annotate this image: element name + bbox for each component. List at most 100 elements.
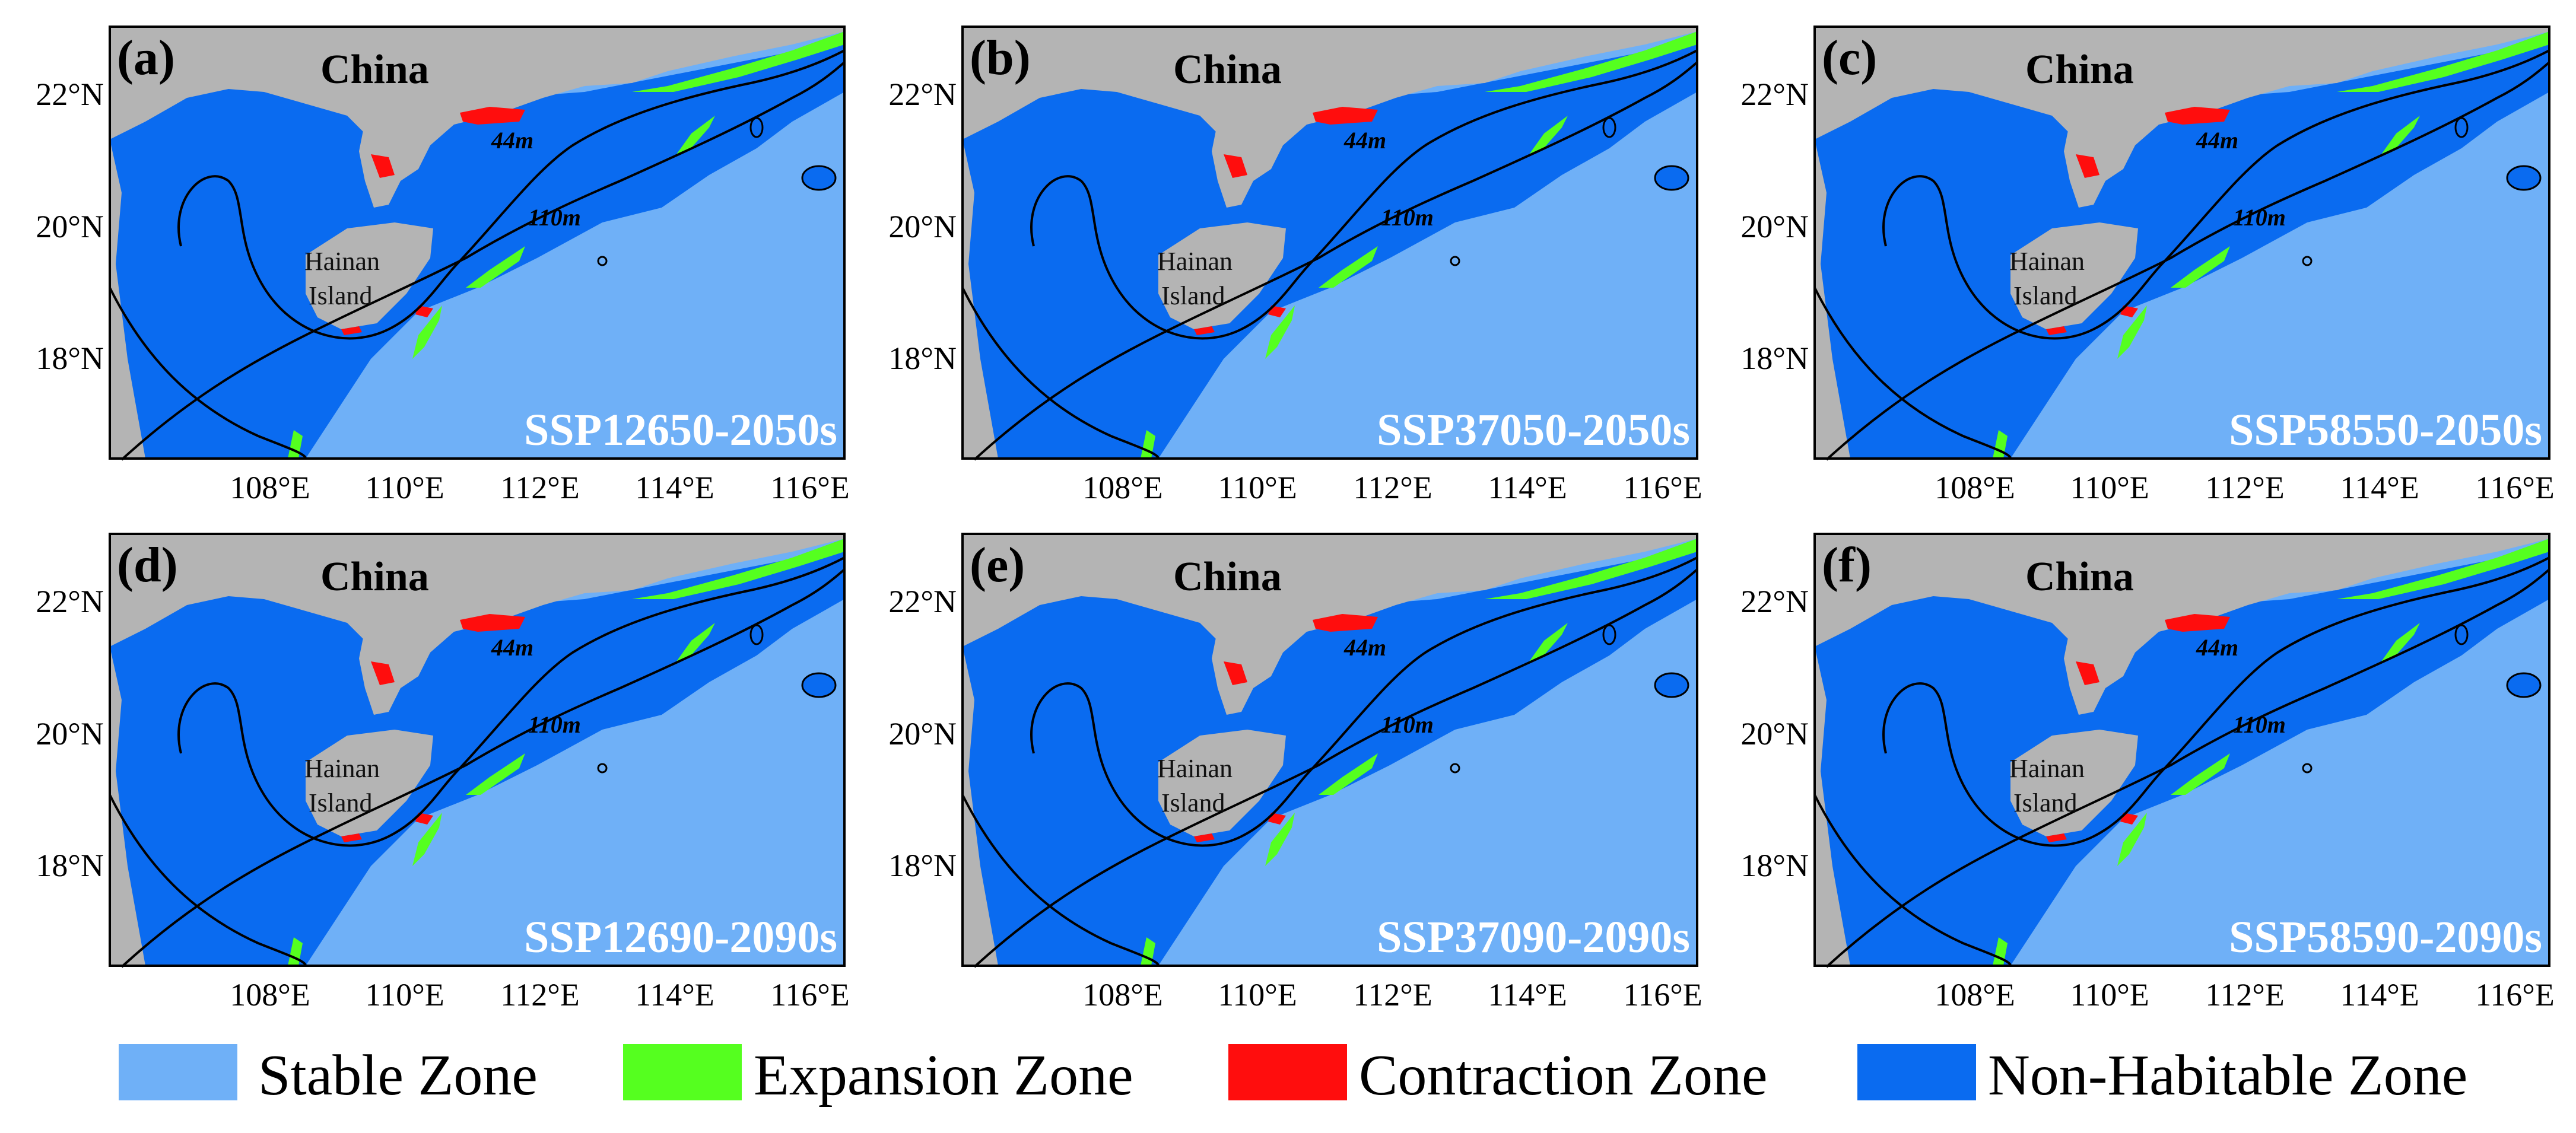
lon-tick: 114°E [635, 470, 714, 505]
lon-tick: 116°E [1623, 977, 1702, 1013]
lat-tick: 20°N [1740, 209, 1809, 244]
lon-tick: 108°E [1082, 470, 1163, 505]
lon-tick: 110°E [2070, 977, 2149, 1013]
island-label-line2: Island [1161, 788, 1225, 817]
legend-label-expansion: Expansion Zone [754, 1043, 1133, 1107]
contour-label-110m: 110m [1381, 711, 1434, 738]
lat-tick: 22°N [888, 77, 957, 112]
legend-label-stable: Stable Zone [258, 1043, 538, 1107]
lon-axis-row2-col1: 108°E 110°E 112°E 114°E 116°E [230, 977, 850, 1013]
legend-swatch-non-habitable [1857, 1044, 1976, 1100]
lat-tick: 18°N [36, 848, 104, 883]
country-label: China [1173, 554, 1282, 600]
island-label-line1: Hainan [304, 754, 380, 783]
contour-label-110m: 110m [1381, 204, 1434, 231]
lat-tick: 18°N [888, 340, 957, 376]
lat-axis-row1-col1: 22°N 20°N 18°N [36, 77, 104, 376]
contour-label-110m: 110m [2233, 204, 2286, 231]
country-label: China [1173, 47, 1282, 93]
lon-tick: 116°E [2475, 470, 2555, 505]
island-label-line2: Island [309, 788, 373, 817]
lat-tick: 20°N [1740, 716, 1809, 752]
contour-label-44m: 44m [2196, 634, 2238, 661]
island-label-line1: Hainan [2009, 247, 2085, 276]
lon-tick: 112°E [1353, 977, 1432, 1013]
lat-tick: 18°N [36, 340, 104, 376]
lat-tick: 22°N [1740, 584, 1809, 619]
lat-axis-row1-col2: 22°N 20°N 18°N [888, 77, 957, 376]
panel-letter: (f) [1822, 537, 1872, 593]
lon-tick: 108°E [230, 470, 310, 505]
lon-tick: 114°E [2340, 470, 2419, 505]
island-label-line1: Hainan [2009, 754, 2085, 783]
lon-tick: 108°E [1935, 470, 2015, 505]
island-label-line1: Hainan [304, 247, 380, 276]
scenario-label: SSP12690-2090s [524, 912, 837, 962]
lat-tick: 20°N [888, 209, 957, 244]
legend-swatch-expansion [623, 1044, 742, 1100]
lat-tick: 18°N [1740, 340, 1809, 376]
contour-label-44m: 44m [1343, 127, 1386, 154]
panel-c: (c) China Hainan Island 44m 110m SSP5855… [1813, 26, 2550, 461]
lon-tick: 112°E [2205, 977, 2285, 1013]
lat-axis-row2-col2: 22°N 20°N 18°N [888, 584, 957, 883]
panel-f: (f) China Hainan Island 44m 110m SSP5859… [1813, 533, 2550, 968]
lon-axis-row1-col1: 108°E 110°E 112°E 114°E 116°E [230, 470, 850, 505]
lon-tick: 108°E [1082, 977, 1163, 1013]
contour-label-44m: 44m [491, 127, 533, 154]
scenario-label: SSP37090-2090s [1377, 912, 1690, 962]
island-label-line2: Island [2013, 281, 2078, 310]
lon-axis-row2-col2: 108°E 110°E 112°E 114°E 116°E [1082, 977, 1702, 1013]
panel-letter: (d) [117, 537, 178, 593]
lon-axis-row1-col2: 108°E 110°E 112°E 114°E 116°E [1082, 470, 1702, 505]
panel-letter: (e) [970, 537, 1025, 593]
lat-tick: 22°N [888, 584, 957, 619]
country-label: China [320, 47, 429, 93]
panel-a: (a) China Hainan Island 44m 110m SSP1265… [109, 26, 846, 461]
legend-label-contraction: Contraction Zone [1359, 1043, 1768, 1107]
country-label: China [320, 554, 429, 600]
legend-swatch-stable [119, 1044, 237, 1100]
contour-label-110m: 110m [2233, 711, 2286, 738]
lat-axis-row2-col3: 22°N 20°N 18°N [1740, 584, 1809, 883]
lat-axis-row1-col3: 22°N 20°N 18°N [1740, 77, 1809, 376]
lon-tick: 114°E [635, 977, 714, 1013]
lon-tick: 110°E [365, 977, 444, 1013]
lon-tick: 116°E [770, 470, 850, 505]
lat-tick: 22°N [36, 584, 104, 619]
lon-tick: 110°E [365, 470, 444, 505]
lat-tick: 18°N [1740, 848, 1809, 883]
island-label-line1: Hainan [1157, 247, 1233, 276]
lon-tick: 112°E [2205, 470, 2285, 505]
island-label-line2: Island [2013, 788, 2078, 817]
lon-tick: 116°E [770, 977, 850, 1013]
lat-tick: 22°N [1740, 77, 1809, 112]
contour-label-110m: 110m [528, 711, 581, 738]
lon-tick: 116°E [1623, 470, 1702, 505]
lon-tick: 114°E [1488, 977, 1567, 1013]
country-label: China [2025, 47, 2134, 93]
scenario-label: SSP37050-2050s [1377, 405, 1690, 455]
legend-label-non-habitable: Non-Habitable Zone [1988, 1043, 2467, 1107]
panel-d: (d) China Hainan Island 44m 110m SSP1269… [109, 533, 846, 968]
lon-tick: 110°E [1218, 977, 1297, 1013]
lon-tick: 112°E [500, 977, 580, 1013]
lat-tick: 20°N [36, 209, 104, 244]
panel-b: (b) China Hainan Island 44m 110m SSP3705… [961, 26, 1698, 461]
lon-tick: 112°E [1353, 470, 1432, 505]
country-label: China [2025, 554, 2134, 600]
scenario-label: SSP58590-2090s [2229, 912, 2542, 962]
lon-tick: 114°E [2340, 977, 2419, 1013]
lat-tick: 20°N [888, 716, 957, 752]
panel-e: (e) China Hainan Island 44m 110m SSP3709… [961, 533, 1698, 968]
lon-tick: 112°E [500, 470, 580, 505]
contour-label-110m: 110m [528, 204, 581, 231]
contour-label-44m: 44m [2196, 127, 2238, 154]
contour-label-44m: 44m [491, 634, 533, 661]
lat-axis-row2-col1: 22°N 20°N 18°N [36, 584, 104, 883]
lon-axis-row2-col3: 108°E 110°E 112°E 114°E 116°E [1935, 977, 2555, 1013]
contour-label-44m: 44m [1343, 634, 1386, 661]
lon-tick: 114°E [1488, 470, 1567, 505]
scenario-label: SSP12650-2050s [524, 405, 837, 455]
